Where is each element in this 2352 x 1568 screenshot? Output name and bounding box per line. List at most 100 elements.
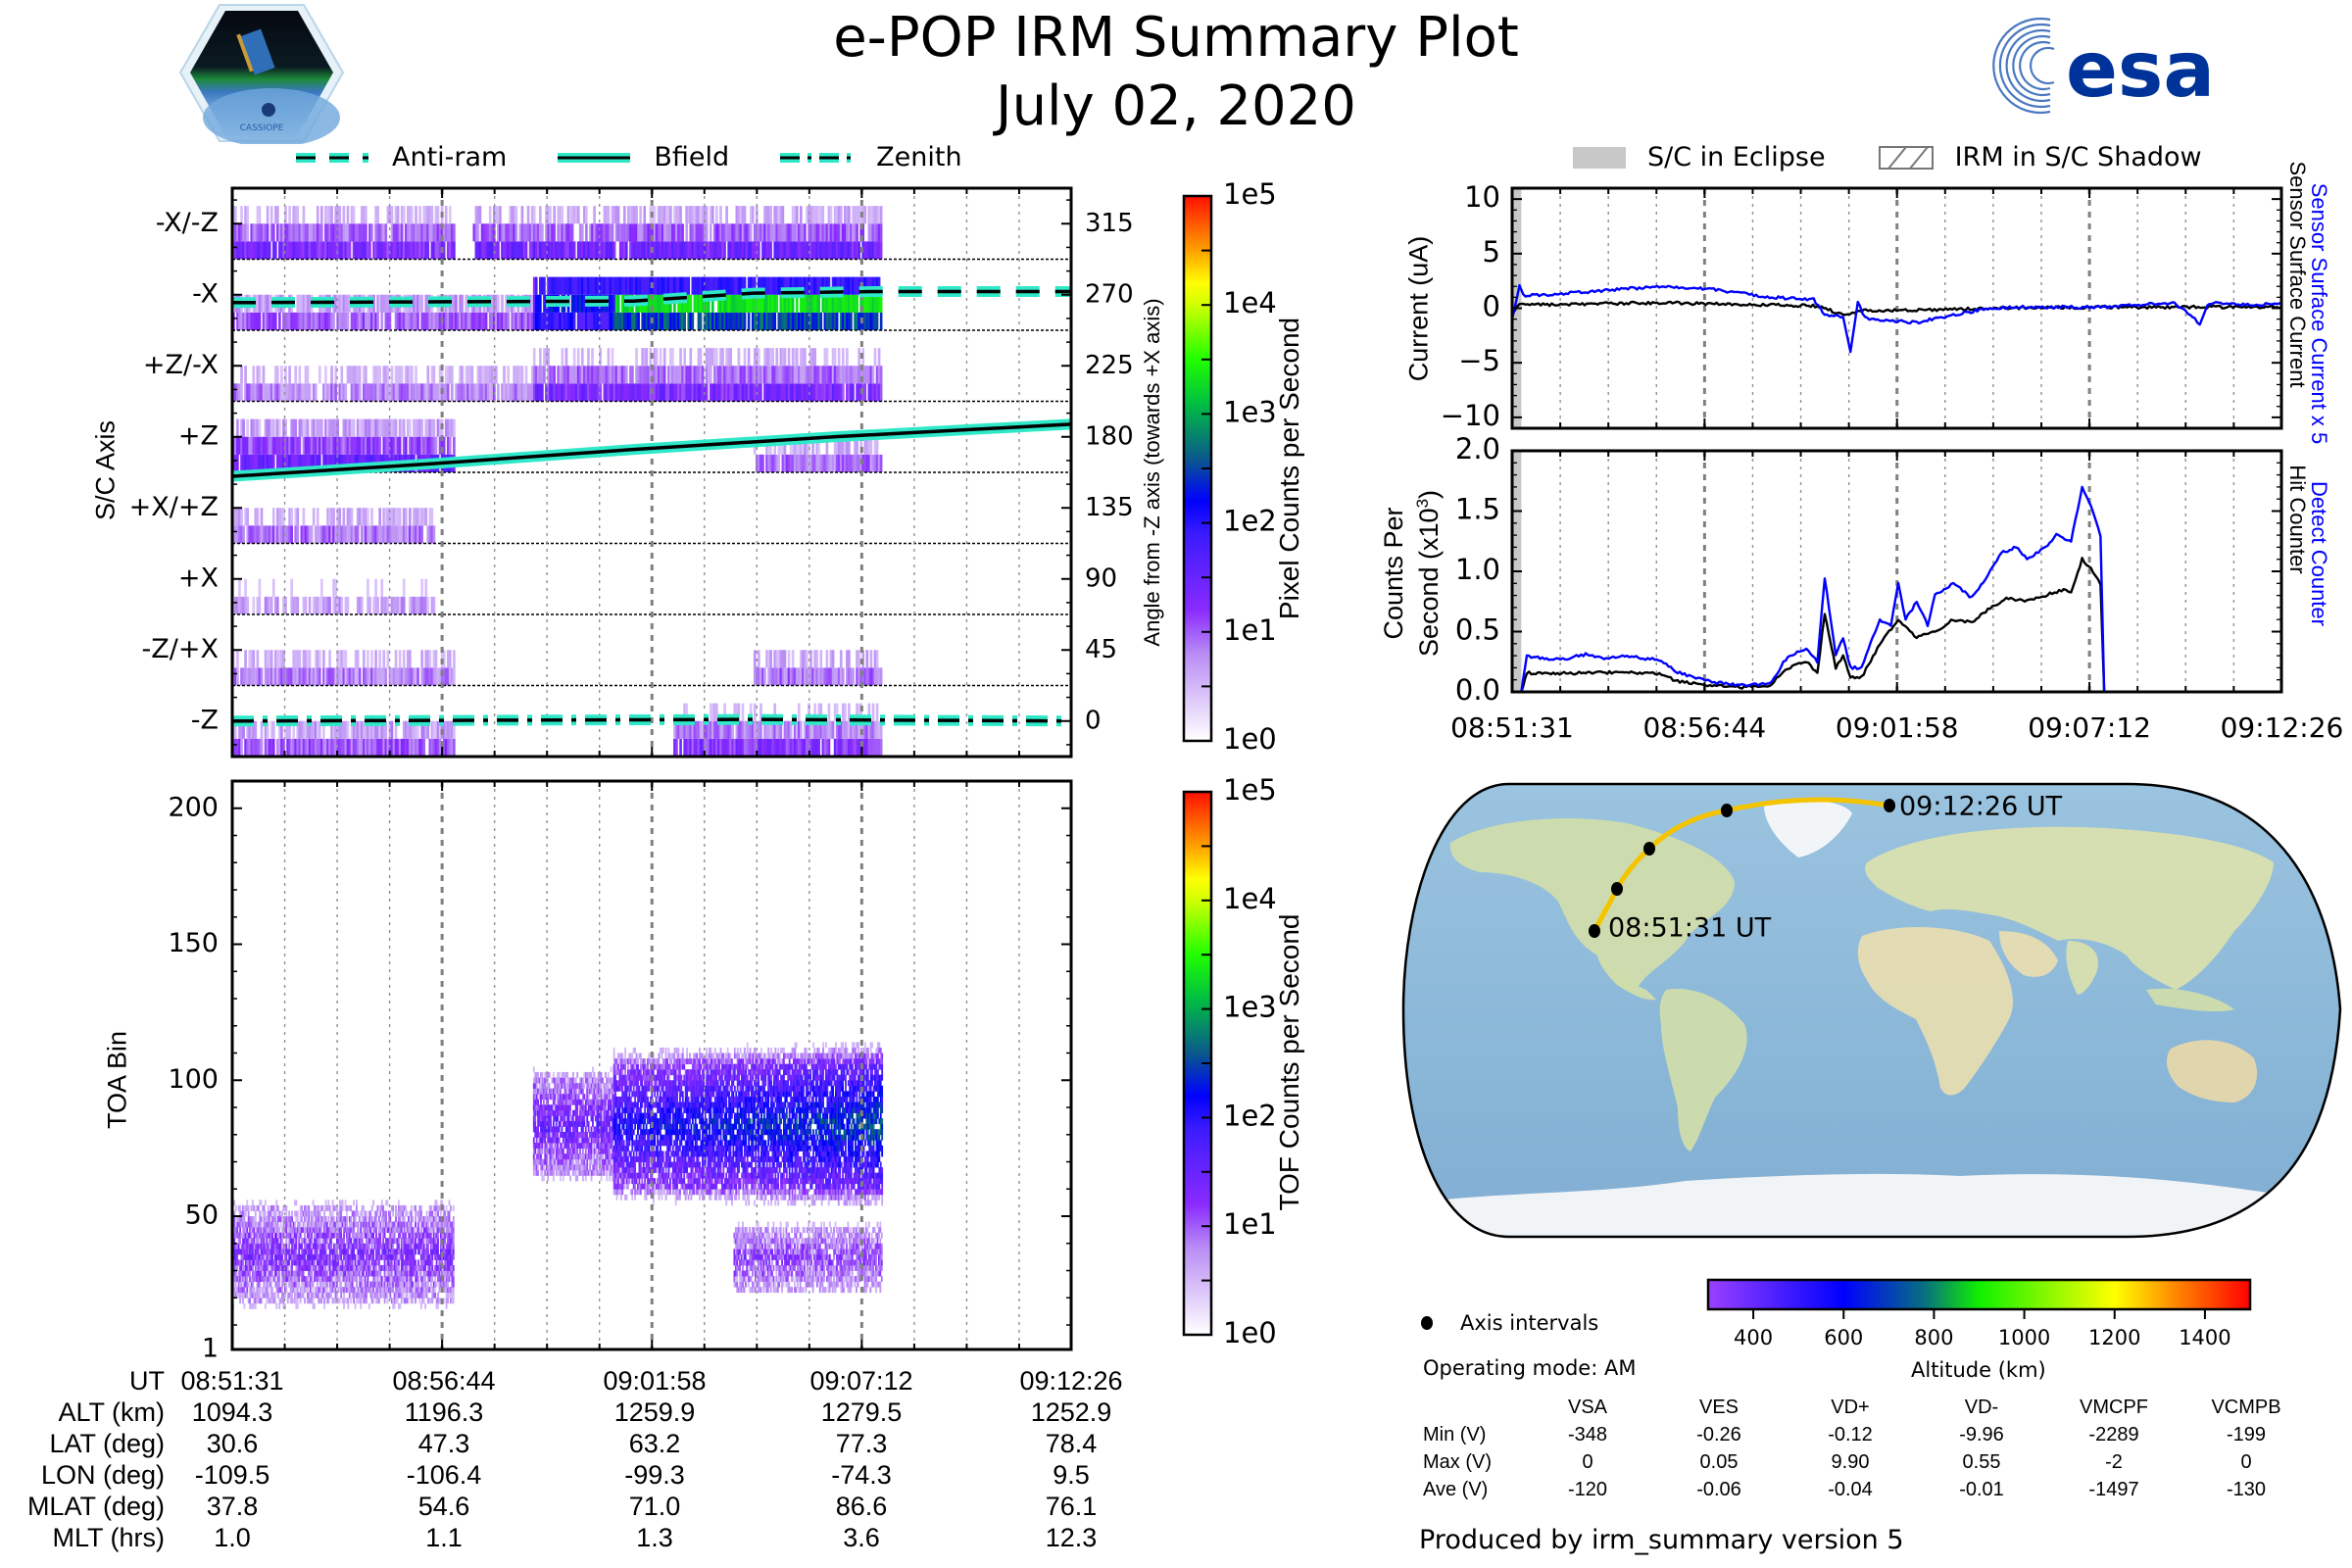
spectrogram-cell xyxy=(655,223,659,242)
spectrogram-cell xyxy=(753,667,757,686)
toa-cell xyxy=(266,1243,269,1250)
spectrogram-cell xyxy=(709,206,712,224)
spectrogram-cell xyxy=(342,418,346,437)
spectrogram-cell xyxy=(699,366,703,384)
toa-cell xyxy=(360,1276,363,1283)
spectrogram-cell xyxy=(649,223,653,242)
spectrogram-cell xyxy=(290,667,293,686)
toa-cell xyxy=(272,1210,275,1217)
toa-cell xyxy=(240,1253,243,1260)
spectrogram-cell xyxy=(731,312,735,330)
y-category-label: +X xyxy=(178,563,219,593)
spectrogram-cell xyxy=(312,241,316,260)
toa-cell xyxy=(320,1249,323,1255)
spectrogram-cell xyxy=(270,454,273,472)
spectrogram-cell xyxy=(795,738,799,757)
spectrogram-cell xyxy=(871,223,875,242)
toa-cell xyxy=(315,1210,318,1217)
spectrogram-cell xyxy=(731,294,735,313)
toa-cell xyxy=(295,1227,298,1234)
angle-tick-label: 315 xyxy=(1085,209,1134,238)
spectrogram-cell xyxy=(298,383,302,402)
spectrogram-cell xyxy=(777,667,781,686)
spectrogram-cell xyxy=(622,366,626,384)
toa-cell xyxy=(259,1287,262,1294)
toa-cell xyxy=(354,1243,357,1250)
spectrogram-cell xyxy=(342,383,346,402)
spectrogram-cell xyxy=(382,650,386,668)
spectrogram-cell xyxy=(725,720,728,739)
spectrogram-cell xyxy=(530,294,534,313)
toa-cell xyxy=(294,1276,296,1283)
spectrogram-cell xyxy=(424,312,428,330)
spectrogram-cell xyxy=(298,294,302,313)
toa-cell xyxy=(334,1287,337,1294)
spectrogram-cell xyxy=(760,667,762,686)
spectrogram-cell xyxy=(775,294,779,313)
spectrogram-cell xyxy=(852,276,855,295)
spectrogram-cell xyxy=(386,738,390,757)
spectrogram-cell xyxy=(260,738,264,757)
toa-cell xyxy=(275,1281,278,1288)
spectrogram-cell xyxy=(536,383,540,402)
spectrogram-cell xyxy=(773,206,777,224)
spectrogram-cell xyxy=(420,525,423,544)
spectrogram-cell xyxy=(240,738,243,757)
toa-cell xyxy=(278,1253,281,1260)
spectrogram-cell xyxy=(850,294,853,313)
toa-cell xyxy=(246,1276,249,1283)
spectrogram-cell xyxy=(340,650,344,668)
spectrogram-cell xyxy=(539,312,542,330)
spectrogram-cell xyxy=(553,223,556,242)
spectrogram-cell xyxy=(334,596,337,614)
toa-cell xyxy=(234,1281,237,1288)
spectrogram-cell xyxy=(394,436,398,455)
spectrogram-cell xyxy=(837,241,841,260)
spectrogram-cell xyxy=(282,650,285,668)
spectrogram-cell xyxy=(402,738,406,757)
toa-cell xyxy=(294,1259,296,1266)
spectrogram-cell xyxy=(863,667,867,686)
toa-cell xyxy=(263,1238,266,1245)
spectrogram-cell xyxy=(731,366,735,384)
spectrogram-cell xyxy=(735,738,739,757)
spectrogram-cell xyxy=(789,294,793,313)
spectrogram-cell xyxy=(572,276,576,295)
spectrogram-cell xyxy=(440,223,444,242)
toa-cell xyxy=(301,1259,304,1266)
spectrogram-cell xyxy=(641,366,645,384)
spectrogram-cell xyxy=(570,383,574,402)
toa-cell xyxy=(250,1243,253,1250)
spectrogram-cell xyxy=(390,596,394,614)
toa-cell xyxy=(292,1270,295,1277)
toa-cell xyxy=(237,1232,240,1239)
spectrogram-cell xyxy=(593,223,596,242)
spectrogram-cell xyxy=(733,223,737,242)
spectrogram-cell xyxy=(683,383,686,402)
spectrogram-cell xyxy=(715,223,718,242)
spectrogram-cell xyxy=(871,383,875,402)
toa-cell xyxy=(350,1227,353,1234)
spectrogram-cell xyxy=(725,366,728,384)
spectrogram-cell xyxy=(572,383,576,402)
spectrogram-cell xyxy=(365,312,368,330)
spectrogram-cell xyxy=(430,436,434,455)
toa-cell xyxy=(295,1281,298,1288)
toa-cell xyxy=(337,1243,340,1250)
spectrogram-cell xyxy=(758,276,760,295)
spectrogram-cell xyxy=(683,294,686,313)
spectrogram-cell xyxy=(310,667,314,686)
spectrogram-cell xyxy=(723,276,726,295)
spectrogram-cell xyxy=(767,383,770,402)
toa-cell xyxy=(239,1232,241,1239)
spectrogram-cell xyxy=(446,667,450,686)
toa-cell xyxy=(269,1210,271,1217)
spectrogram-cell xyxy=(250,383,254,402)
spectrogram-cell xyxy=(585,223,588,242)
toa-cell xyxy=(286,1232,289,1239)
spectrogram-cell xyxy=(869,720,873,739)
spectrogram-cell xyxy=(234,508,237,526)
spectrogram-cell xyxy=(701,720,705,739)
spectrogram-cell xyxy=(358,418,362,437)
spectrogram-cell xyxy=(424,508,428,526)
